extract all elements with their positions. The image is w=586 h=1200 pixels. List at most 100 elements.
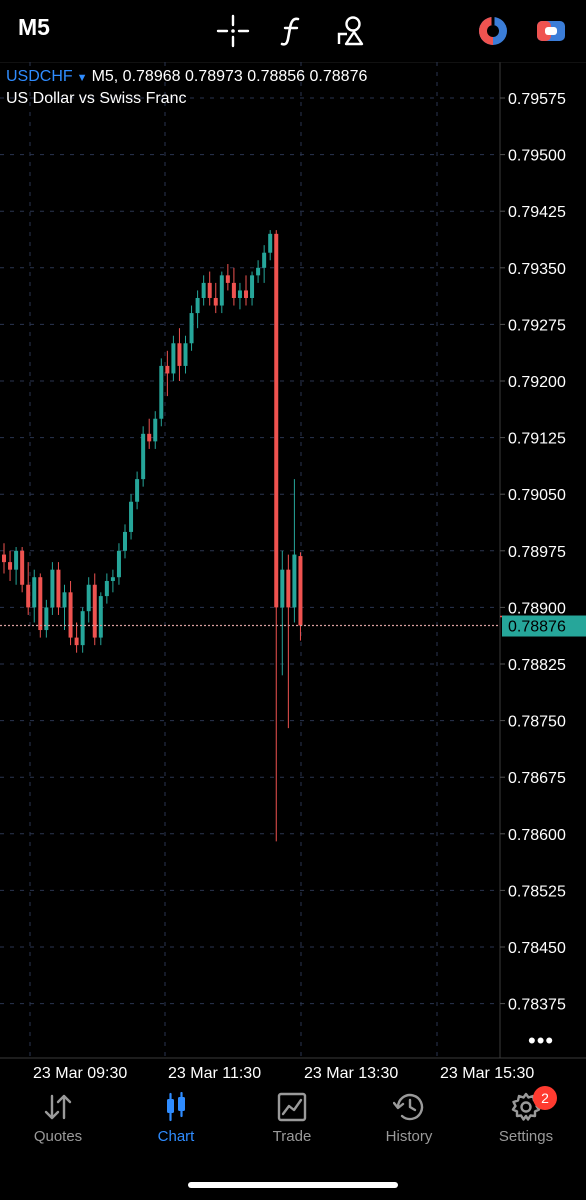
candle-body xyxy=(26,584,31,608)
candle-body xyxy=(68,592,73,638)
candle-body xyxy=(219,275,224,306)
candle-body xyxy=(274,233,279,608)
candle-body xyxy=(262,252,267,268)
price-label: 0.78750 xyxy=(508,714,566,731)
ohlc-readout: M5, 0.78968 0.78973 0.78856 0.78876 xyxy=(91,68,368,85)
shapes-icon[interactable] xyxy=(334,14,368,48)
price-label: 0.78675 xyxy=(508,770,566,787)
price-label: 0.78450 xyxy=(508,940,566,957)
candle-body xyxy=(116,550,121,578)
trade-icon xyxy=(277,1092,307,1122)
candle-body xyxy=(20,550,25,585)
current-price-tag xyxy=(502,615,586,637)
timeframe-button[interactable]: M5 xyxy=(18,14,50,40)
candle-body xyxy=(171,343,176,374)
candle-body xyxy=(183,343,188,366)
bottom-tab-bar: Quotes Chart Trade History Settings xyxy=(0,1080,586,1200)
price-label: 0.79275 xyxy=(508,317,566,334)
candle-body xyxy=(14,550,19,570)
candle-body xyxy=(123,531,127,551)
candle-body xyxy=(38,577,43,631)
candle-body xyxy=(201,282,206,298)
price-label: 0.79200 xyxy=(508,374,566,391)
candle-body xyxy=(237,290,242,298)
candle-body xyxy=(129,501,134,532)
candle-body xyxy=(286,569,291,608)
chart-canvas[interactable]: 0.79575 0.79500 0.79425 0.79350 0.79275 0.792… xyxy=(0,62,586,1182)
candle-body xyxy=(50,569,55,608)
one-click-trading-icon[interactable] xyxy=(476,14,510,48)
candle-body xyxy=(207,282,212,298)
tab-label: Quotes xyxy=(33,1128,83,1145)
price-label: 0.78525 xyxy=(508,883,566,900)
candle-body xyxy=(159,365,164,419)
candle-body xyxy=(80,611,85,646)
function-icon[interactable] xyxy=(276,14,310,48)
more-options-icon[interactable]: ••• xyxy=(528,1028,555,1053)
candle-body xyxy=(86,584,91,612)
candle-body xyxy=(177,343,182,366)
candle-body xyxy=(44,607,49,631)
price-label: 0.79500 xyxy=(508,148,566,165)
candle-body xyxy=(74,637,79,646)
chart-icon xyxy=(167,1092,185,1122)
candle-body xyxy=(292,554,297,608)
candle-body xyxy=(153,418,158,442)
time-label: 23 Mar 13:30 xyxy=(304,1065,398,1082)
time-label: 23 Mar 11:30 xyxy=(168,1065,261,1082)
candle-body xyxy=(147,433,152,442)
quotes-icon xyxy=(44,1094,72,1120)
tab-label: Chart xyxy=(157,1128,195,1145)
price-label: 0.78975 xyxy=(508,544,566,561)
candle-body xyxy=(135,479,140,502)
candle-body xyxy=(62,592,67,608)
price-label: 0.78900 xyxy=(508,600,566,617)
candle-body xyxy=(2,554,6,563)
candle-body xyxy=(104,580,109,597)
time-label: 23 Mar 15:30 xyxy=(440,1065,534,1082)
candle-body xyxy=(195,297,200,314)
crosshair-icon[interactable] xyxy=(216,14,250,48)
price-label: 0.78600 xyxy=(508,827,566,844)
candle-body xyxy=(32,577,37,608)
candle-body xyxy=(213,297,218,306)
current-price-label: 0.78876 xyxy=(508,619,566,636)
price-label: 0.79050 xyxy=(508,487,566,504)
account-icon[interactable] xyxy=(534,14,568,48)
price-label: 0.79575 xyxy=(508,91,566,108)
candle-body xyxy=(298,556,303,626)
home-indicator xyxy=(188,1182,398,1188)
tab-quotes[interactable]: Quotes xyxy=(3,1092,113,1145)
time-label: 23 Mar 09:30 xyxy=(33,1065,127,1082)
price-chart[interactable]: 0.79575 0.79500 0.79425 0.79350 0.79275 0.792… xyxy=(0,62,586,1082)
candle-body xyxy=(231,282,236,298)
price-label: 0.78825 xyxy=(508,657,566,674)
symbol-selector[interactable]: USDCHF xyxy=(6,68,73,85)
tab-settings[interactable]: Settings 2 xyxy=(471,1086,581,1145)
candle-body xyxy=(110,577,115,581)
candle-body xyxy=(280,569,285,608)
price-label: 0.78375 xyxy=(508,997,566,1014)
tab-label: Settings xyxy=(498,1128,554,1145)
candle-body xyxy=(141,433,146,480)
tab-label: Trade xyxy=(272,1128,312,1145)
tab-label: History xyxy=(385,1128,433,1145)
tab-chart[interactable]: Chart xyxy=(121,1092,231,1145)
candle-body xyxy=(92,584,97,638)
symbol-description: US Dollar vs Swiss Franc xyxy=(6,90,187,107)
chevron-down-icon[interactable]: ▼ xyxy=(76,72,88,84)
candle-body xyxy=(244,290,248,298)
price-label: 0.79350 xyxy=(508,261,566,278)
candle-body xyxy=(250,275,255,298)
candle-body xyxy=(268,233,273,253)
tab-history[interactable]: History xyxy=(354,1092,464,1145)
tab-trade[interactable]: Trade xyxy=(237,1092,347,1145)
price-label: 0.79425 xyxy=(508,204,566,221)
notification-badge: 2 xyxy=(533,1086,557,1110)
chart-header: USDCHF ▼ M5, 0.78968 0.78973 0.78856 0.788… xyxy=(6,68,367,86)
price-label: 0.79125 xyxy=(508,431,566,448)
top-toolbar: M5 xyxy=(0,0,586,62)
candle-body xyxy=(225,275,230,283)
candle-body xyxy=(8,562,13,570)
candle-body xyxy=(98,596,103,638)
